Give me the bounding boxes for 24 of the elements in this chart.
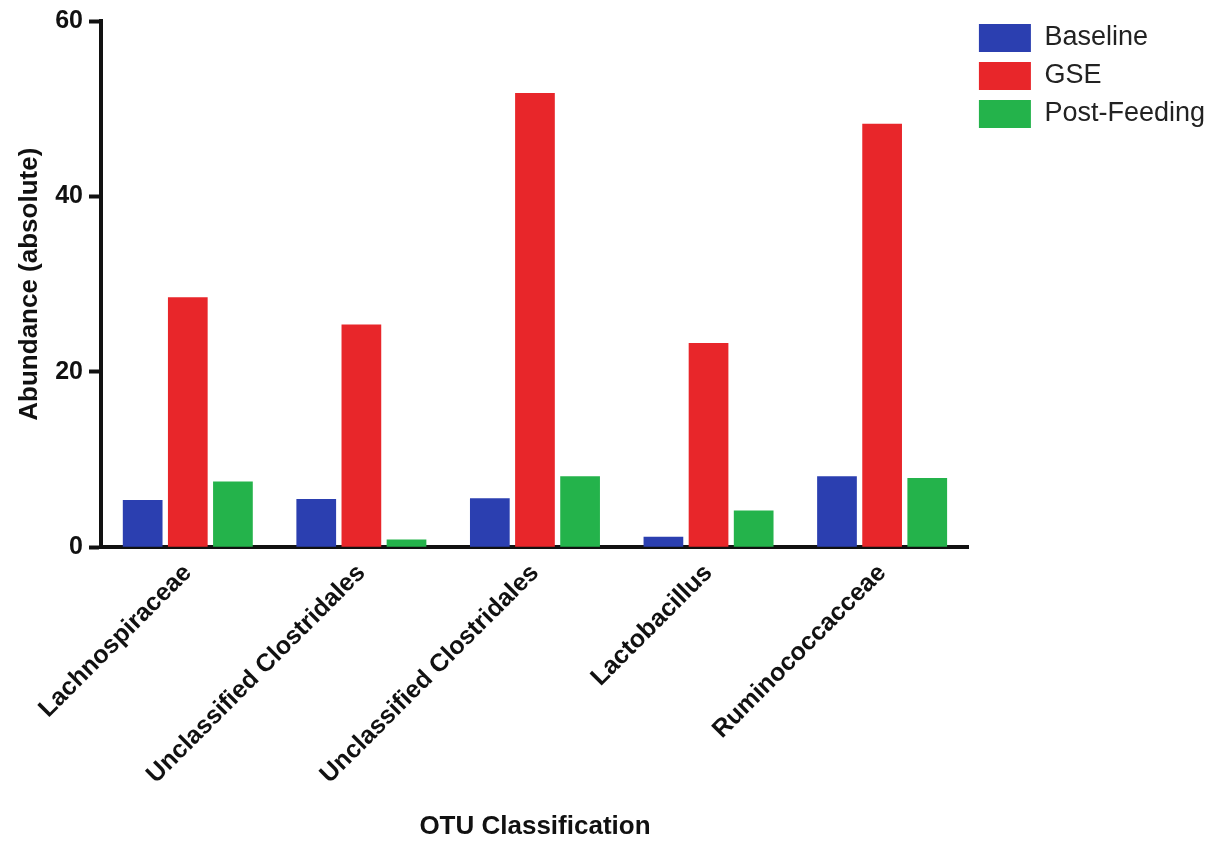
legend-label: GSE bbox=[1044, 59, 1102, 90]
bar bbox=[688, 342, 729, 547]
bar bbox=[213, 481, 253, 547]
bar bbox=[817, 476, 857, 547]
bar bbox=[862, 123, 902, 547]
y-tick-label: 0 bbox=[69, 531, 84, 560]
bar bbox=[469, 498, 510, 547]
y-tick-label: 20 bbox=[55, 355, 84, 384]
x-axis-title: OTU Classification bbox=[419, 809, 651, 840]
bar bbox=[122, 499, 163, 547]
bar bbox=[643, 536, 684, 547]
legend-label: Post-Feeding bbox=[1044, 97, 1205, 128]
bar bbox=[907, 478, 948, 547]
bar bbox=[733, 510, 774, 547]
y-tick-label: 60 bbox=[55, 4, 84, 33]
y-tick-label: 40 bbox=[55, 180, 84, 209]
y-axis-title: Abundance (absolute) bbox=[12, 147, 43, 421]
bar bbox=[515, 92, 555, 547]
bar bbox=[386, 539, 427, 547]
bar bbox=[341, 324, 382, 547]
bar bbox=[167, 297, 208, 547]
bar bbox=[560, 476, 600, 547]
legend-label: Baseline bbox=[1044, 21, 1148, 52]
bar bbox=[296, 499, 337, 547]
